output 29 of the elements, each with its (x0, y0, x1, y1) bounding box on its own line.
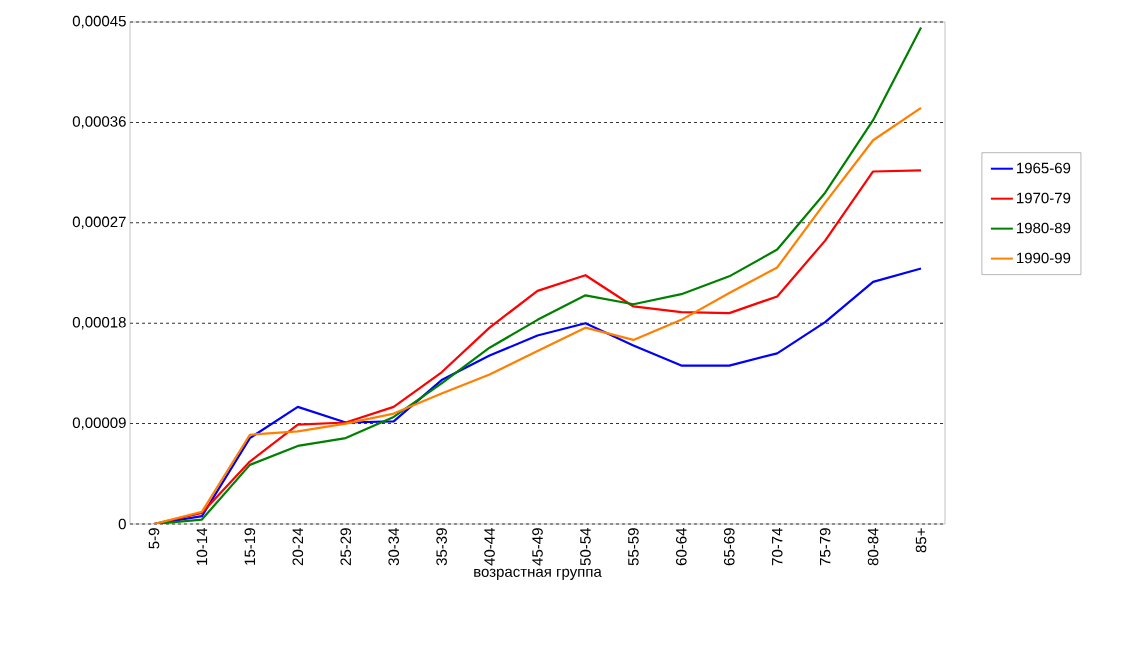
x-tick-label: 40-44 (484, 527, 495, 566)
x-tick-label: 60-64 (676, 527, 687, 566)
x-tick-label: 35-39 (436, 528, 447, 566)
legend-label: 1965-69 (1017, 162, 1071, 174)
x-tick-label: 85+ (915, 528, 927, 553)
legend-label: 1970-79 (1017, 192, 1071, 204)
x-tick-label: 10-14 (196, 527, 208, 565)
legend-label: 1990-99 (1017, 252, 1071, 264)
line-series (152, 106, 923, 524)
x-tick-label: 65-69 (723, 528, 735, 566)
x-tick-label: 25-29 (340, 528, 352, 566)
x-tick-label: 20-24 (292, 527, 304, 566)
legend-label: 1980-89 (1017, 222, 1071, 234)
x-tick-label: 55-59 (628, 528, 639, 566)
x-tick-label: 50-54 (580, 527, 591, 566)
x-tick-label: 30-34 (388, 527, 399, 566)
x-tick-label: 80-84 (867, 527, 879, 566)
x-axis-title: возрастная группа (474, 568, 602, 580)
y-tick-label: 0 (118, 518, 126, 530)
y-tick-label: 0,00018 (72, 317, 126, 330)
x-tick-label: 75-79 (819, 528, 831, 566)
y-tick-label: 0,00036 (72, 116, 126, 129)
x-tick-label: 5-9 (148, 528, 160, 549)
y-tick-label: 0,00045 (72, 15, 126, 29)
x-tick-label: 70-74 (771, 527, 783, 566)
y-tick-label: 0,00009 (72, 417, 126, 430)
x-tick-label: 15-19 (244, 528, 256, 565)
x-tick-label: 45-49 (532, 528, 543, 566)
y-tick-label: 0,00027 (72, 216, 126, 229)
